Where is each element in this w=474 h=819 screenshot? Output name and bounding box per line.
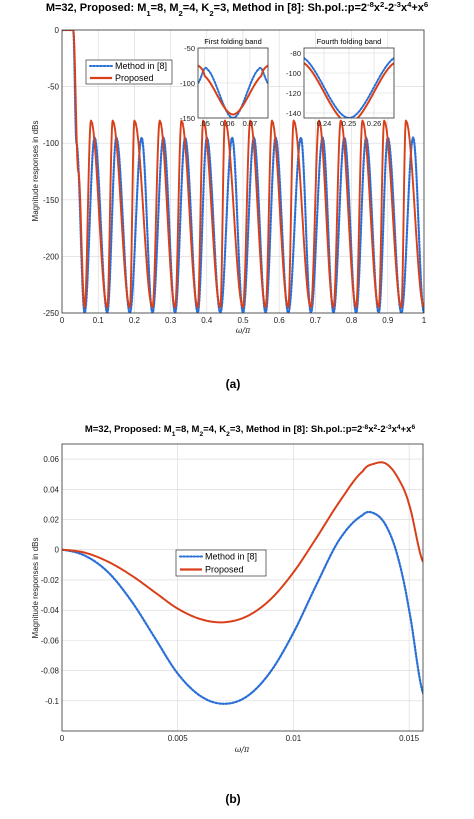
- chart-a-inset-1-ytick-label: -50: [184, 44, 195, 53]
- chart-a-ytick-label: -200: [43, 252, 60, 261]
- chart-b-legend-box: [175, 549, 267, 577]
- chart-a-inset-1-frame: [197, 47, 269, 119]
- chart-a-xtick-label: 0.4: [201, 316, 213, 325]
- chart-b-ytick-label: 0.04: [43, 485, 59, 494]
- chart-a-ylabel: Magnitude responses in dBs: [31, 121, 40, 222]
- chart-a-inset-2-ytick-label: -100: [286, 69, 301, 78]
- chart-b-frame: [61, 443, 424, 732]
- chart-a-frame: [61, 29, 425, 314]
- chart-a-inset-1-xtick-label: 0.06: [220, 119, 235, 128]
- chart-a-inset-2-ytick-label: -140: [286, 109, 301, 118]
- chart-b-series-method8-line: [62, 510, 423, 705]
- chart-a-xtick-label: 0.1: [93, 316, 105, 325]
- chart-b-ytick-label: 0.02: [43, 516, 59, 525]
- chart-a-ytick-label: -50: [47, 83, 59, 92]
- chart-b-title: M=32, Proposed: M1=8, M2=4, K2=3, Method…: [85, 424, 416, 438]
- chart-b-ytick-label: -0.02: [41, 576, 60, 585]
- chart-b-axes: 0 0.005 0.01 0.015 0.06 0.04 0.02 0 -0.02 -0.04 -0…: [41, 443, 424, 743]
- chart-a-inset-2-ytick-label: -80: [290, 49, 301, 58]
- chart-b-xtick-label: 0: [60, 734, 65, 743]
- chart-a-ytick-label: -250: [43, 309, 60, 318]
- chart-a-xtick-label: 0.3: [165, 316, 177, 325]
- chart-b-legend-label: Proposed: [205, 565, 244, 575]
- chart-a-inset-2-xtick-label: 0.24: [317, 119, 332, 128]
- chart-b-ylabel: Magnitude responses in dBs: [31, 538, 40, 639]
- chart-a-xtick-label: 0.9: [382, 316, 394, 325]
- chart-a-inset-2-xtick-label: 0.26: [367, 119, 382, 128]
- chart-a-xtick-label: 0.6: [274, 316, 286, 325]
- chart-b-ytick-label: -0.1: [45, 697, 59, 706]
- chart-a-inset-2-axes: 0.24 0.25 0.26 -80 -100 -120 -140: [286, 47, 395, 128]
- chart-a-xlabel: ω/π: [236, 326, 251, 335]
- chart-a-inset-1-series-method8: [198, 66, 268, 118]
- chart-a-title: M=32, Proposed: M1=8, M2=4, K2=3, Method…: [46, 0, 428, 18]
- chart-b-plot-area: [62, 444, 423, 731]
- chart-b-ytick-label: 0: [55, 546, 60, 555]
- chart-b-xtick-label: 0.015: [399, 734, 420, 743]
- chart-a-legend-label: Method in [8]: [115, 61, 167, 71]
- chart-a-inset-1-ytick-label: -100: [180, 79, 195, 88]
- chart-a-inset-1-title: First folding band: [204, 37, 262, 46]
- chart-a-inset-2-xtick-label: 0.25: [342, 119, 357, 128]
- chart-b-ytick-label: 0.06: [43, 455, 59, 464]
- chart-a-series-proposed-line: [62, 30, 424, 309]
- chart-a-inset-1-xtick-label: 0.07: [243, 119, 258, 128]
- chart-a-caption: (a): [226, 377, 241, 391]
- chart-a-inset-1-series-proposed: [198, 64, 268, 116]
- chart-a-ytick-label: -100: [43, 139, 60, 148]
- chart-a-legend-label: Proposed: [115, 73, 154, 83]
- chart-b-xtick-label: 0.005: [168, 734, 189, 743]
- chart-b-legend-label: Method in [8]: [205, 552, 257, 562]
- chart-a-xtick-label: 0: [60, 316, 65, 325]
- chart-a-legend-box: [85, 59, 173, 85]
- chart-a-xtick-label: 0.5: [237, 316, 249, 325]
- chart-b-ytick-label: -0.04: [41, 606, 60, 615]
- chart-a-inset-1-axes: .05 0.06 0.07 -50 -100 -150: [180, 44, 269, 128]
- chart-a-ytick-label: -150: [43, 196, 60, 205]
- chart-a-inset-2-ytick-label: -120: [286, 89, 301, 98]
- chart-b-ytick-label: -0.06: [41, 636, 60, 645]
- chart-b-caption: (b): [225, 792, 240, 806]
- chart-a-xtick-label: 1: [422, 316, 427, 325]
- chart-a-xtick-label: 0.8: [346, 316, 358, 325]
- chart-b-xtick-label: 0.01: [286, 734, 302, 743]
- chart-a-xtick-label: 0.7: [310, 316, 322, 325]
- chart-b-series-proposed-line: [62, 461, 423, 624]
- chart-b-xlabel: ω/π: [235, 745, 250, 754]
- chart-a-inset-1-ytick-label: -150: [180, 114, 195, 123]
- chart-a-inset-2-series-method8: [304, 57, 394, 118]
- chart-b-ytick-label: -0.08: [41, 667, 60, 676]
- chart-a-inset-2-title: Fourth folding band: [317, 37, 382, 46]
- chart-a-ytick-label: 0: [55, 26, 60, 35]
- chart-a-inset-2-frame: [303, 47, 395, 119]
- chart-b-legend: Method in [8] Proposed: [175, 549, 267, 577]
- chart-a-inset-1-xtick-label: .05: [200, 119, 210, 128]
- chart-a-inset-2-series-proposed: [304, 62, 394, 118]
- chart-a-legend: Method in [8] Proposed: [85, 59, 173, 85]
- chart-a-xtick-label: 0.2: [129, 316, 141, 325]
- chart-a-series-method8-line: [62, 30, 424, 313]
